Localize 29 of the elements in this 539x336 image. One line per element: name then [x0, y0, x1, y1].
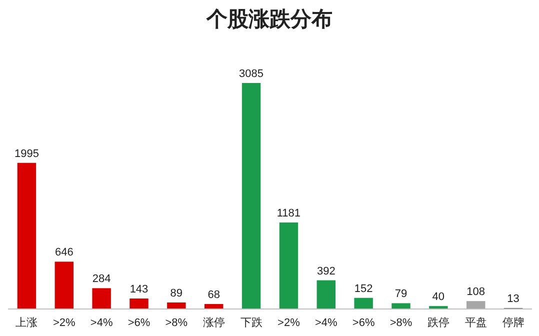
data-label: 392 [316, 265, 336, 278]
data-label: 13 [507, 293, 520, 306]
data-label: 108 [466, 286, 486, 298]
data-label: 79 [394, 288, 408, 300]
data-label: 89 [170, 287, 183, 300]
x-tick-label: >4% [314, 317, 338, 329]
data-label: 68 [208, 289, 220, 302]
x-tick-label: >2% [278, 317, 300, 329]
x-tick-label: 跌停 [427, 317, 450, 329]
x-tick-label: 平盘 [464, 317, 487, 329]
x-tick-label: 停牌 [502, 317, 524, 329]
data-label: 3085 [239, 68, 264, 80]
x-tick-label: >6% [352, 317, 375, 329]
data-label: 152 [354, 282, 373, 295]
x-tick-label: >2% [52, 317, 76, 329]
data-label: 40 [432, 291, 445, 304]
x-tick-label: 涨停 [202, 317, 225, 329]
data-label: 143 [130, 284, 148, 296]
data-label: 284 [92, 273, 111, 286]
data-label: 646 [54, 246, 74, 259]
chart-title: 个股涨跌分布 [206, 7, 332, 31]
x-tick-label: >4% [90, 317, 113, 329]
x-tick-label: 下跌 [240, 317, 262, 329]
data-label: 1995 [14, 148, 39, 160]
x-tick-label: >6% [128, 317, 150, 329]
data-label: 1181 [276, 207, 301, 220]
x-tick-label: >8% [165, 317, 188, 329]
x-tick-label: 上涨 [16, 316, 38, 329]
x-tick-label: >8% [390, 317, 412, 329]
